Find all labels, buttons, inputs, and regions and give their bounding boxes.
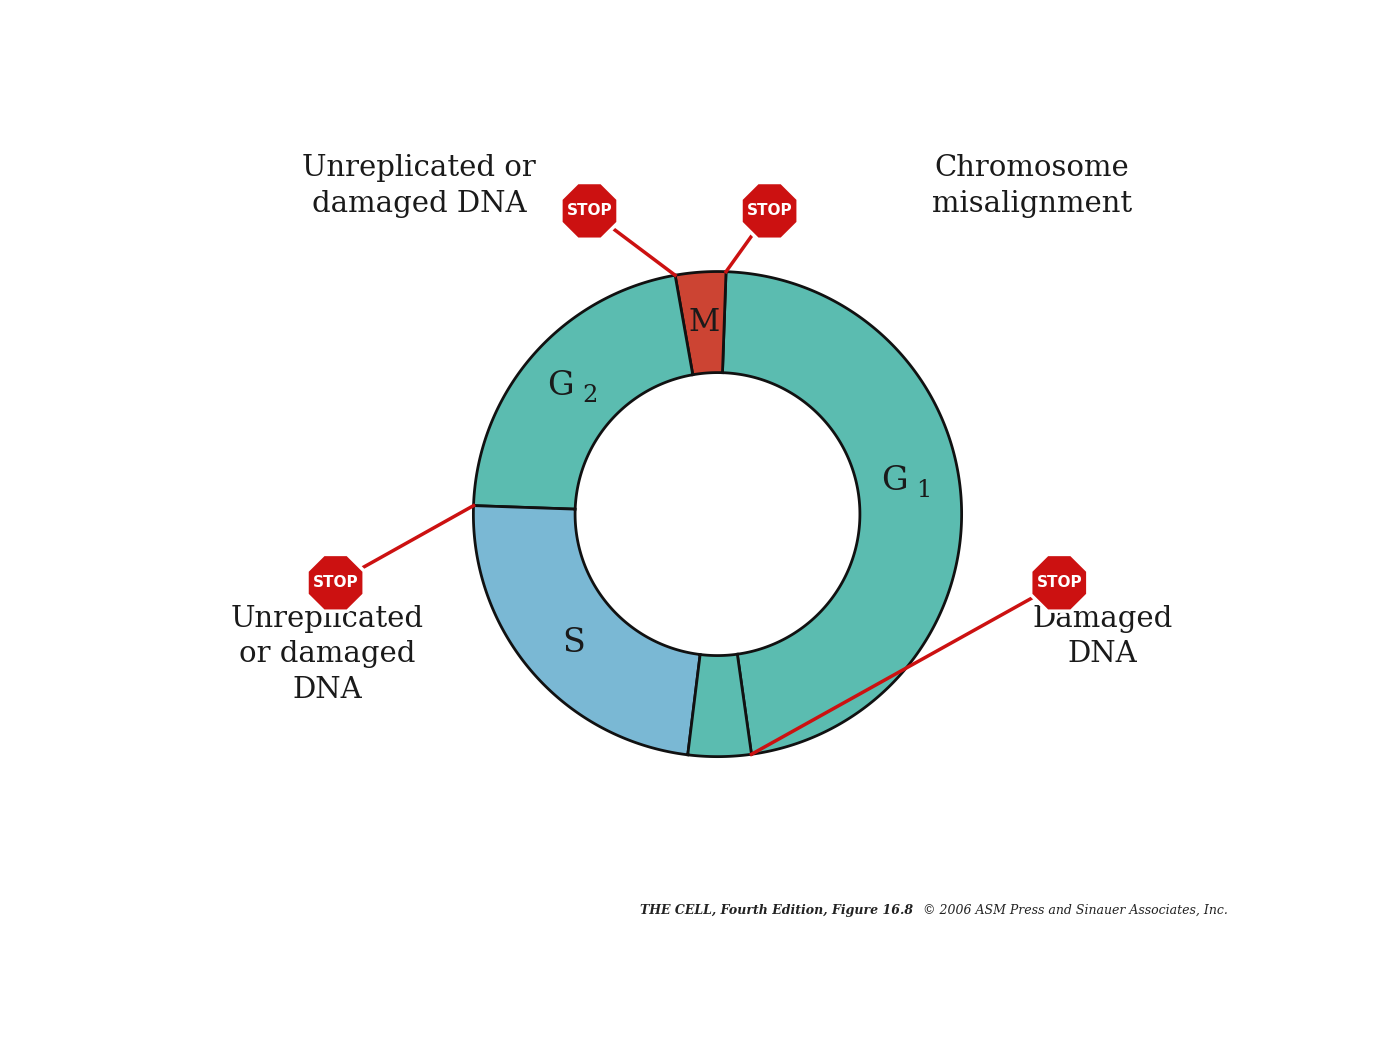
Text: M: M: [689, 307, 720, 338]
Text: THE CELL, Fourth Edition, Figure 16.8: THE CELL, Fourth Edition, Figure 16.8: [640, 904, 913, 917]
Text: Unreplicated or
damaged DNA: Unreplicated or damaged DNA: [302, 154, 536, 218]
Text: STOP: STOP: [567, 204, 612, 218]
Polygon shape: [561, 183, 617, 239]
Text: STOP: STOP: [746, 204, 792, 218]
Polygon shape: [473, 275, 693, 509]
Polygon shape: [722, 272, 962, 754]
Text: G: G: [547, 370, 574, 401]
Polygon shape: [741, 183, 798, 239]
Text: © 2006 ASM Press and Sinauer Associates, Inc.: © 2006 ASM Press and Sinauer Associates,…: [916, 904, 1228, 917]
Polygon shape: [473, 506, 700, 755]
Polygon shape: [1030, 554, 1088, 611]
Text: Chromosome
misalignment: Chromosome misalignment: [932, 154, 1133, 218]
Text: S: S: [563, 627, 585, 658]
Text: Unreplicated
or damaged
DNA: Unreplicated or damaged DNA: [231, 605, 423, 705]
Polygon shape: [687, 654, 752, 757]
Polygon shape: [675, 272, 727, 375]
Text: 2: 2: [582, 384, 598, 406]
Text: STOP: STOP: [312, 575, 358, 590]
Polygon shape: [307, 554, 364, 611]
Text: 1: 1: [917, 479, 932, 502]
Text: STOP: STOP: [1036, 575, 1082, 590]
Text: G: G: [881, 465, 907, 497]
Text: Damaged
DNA: Damaged DNA: [1033, 605, 1173, 669]
